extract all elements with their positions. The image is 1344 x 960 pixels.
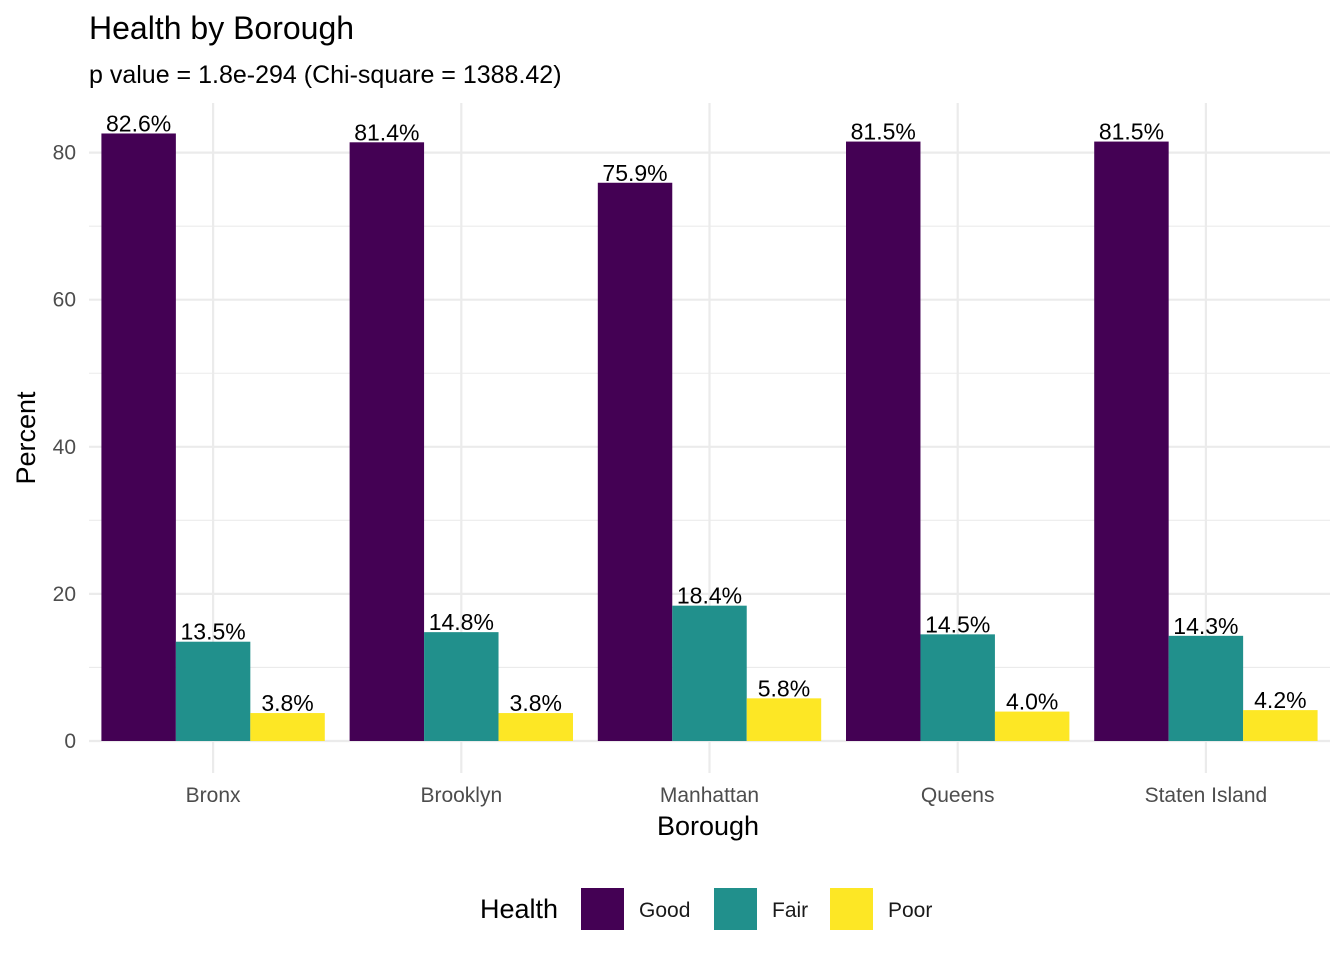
bar-poor — [498, 713, 573, 741]
x-tick-label: Staten Island — [1145, 784, 1268, 807]
legend-key-fair — [714, 888, 757, 930]
x-tick-label: Brooklyn — [420, 784, 502, 807]
legend-title: Health — [480, 894, 558, 924]
x-axis-ticks: Bronx Brooklyn Manhattan Queens Staten Islan… — [186, 784, 1268, 807]
bar-good — [1094, 141, 1169, 741]
y-tick-label: 20 — [53, 583, 76, 606]
bar-value-label: 4.0% — [1006, 689, 1058, 715]
bar-fair — [1168, 635, 1244, 741]
bar-value-label: 3.8% — [261, 690, 313, 716]
legend-label-good: Good — [639, 899, 690, 922]
bar-value-label: 81.5% — [851, 119, 916, 145]
bar-value-label: 14.5% — [925, 611, 990, 637]
bar-value-label: 81.5% — [1099, 119, 1164, 145]
bar-fair — [175, 641, 251, 741]
bar-poor — [250, 713, 325, 741]
bar-value-label: 82.6% — [106, 110, 171, 136]
bar-value-label: 13.5% — [180, 619, 245, 645]
bar-fair — [920, 634, 995, 741]
x-axis-title: Borough — [657, 811, 759, 841]
bars — [101, 133, 1318, 742]
y-tick-label: 60 — [53, 289, 76, 312]
bar-value-label: 3.8% — [510, 690, 562, 716]
bar-poor — [1243, 710, 1318, 741]
bar-good — [597, 182, 673, 741]
chart-title: Health by Borough — [89, 10, 354, 46]
chart-subtitle: p value = 1.8e-294 (Chi-square = 1388.42… — [89, 61, 562, 89]
x-tick-label: Bronx — [186, 784, 241, 807]
bar-poor — [746, 698, 822, 741]
bar-value-label: 18.4% — [677, 583, 742, 609]
x-tick-label: Queens — [921, 784, 995, 807]
bar-good — [349, 142, 425, 742]
y-tick-label: 80 — [53, 142, 76, 165]
y-tick-label: 0 — [64, 730, 76, 753]
bar-value-label: 75.9% — [602, 160, 667, 186]
bar-good — [846, 141, 921, 741]
bar-value-label: 14.3% — [1173, 613, 1238, 639]
bar-fair — [424, 632, 499, 741]
bar-value-label: 14.8% — [429, 609, 494, 635]
y-axis-ticks: 0 20 40 60 80 — [53, 142, 76, 753]
y-tick-label: 40 — [53, 436, 76, 459]
legend-label-poor: Poor — [888, 899, 932, 922]
x-tick-label: Manhattan — [660, 784, 759, 807]
bar-value-label: 81.4% — [354, 119, 419, 145]
bar-value-label: 4.2% — [1254, 687, 1306, 713]
legend-key-poor — [830, 888, 873, 930]
bar-fair — [672, 605, 747, 741]
bar-value-label: 5.8% — [758, 675, 810, 701]
bar-poor — [994, 711, 1070, 741]
y-axis-title: Percent — [11, 391, 41, 485]
bar-labels: 82.6% 13.5% 3.8% 81.4% 14.8% 3.8% 75.9% 18.4% 5.… — [106, 110, 1307, 716]
legend-label-fair: Fair — [772, 899, 808, 922]
legend-key-good — [581, 888, 624, 930]
bar-good — [101, 133, 176, 742]
legend: Health Good Fair Poor — [480, 888, 932, 930]
